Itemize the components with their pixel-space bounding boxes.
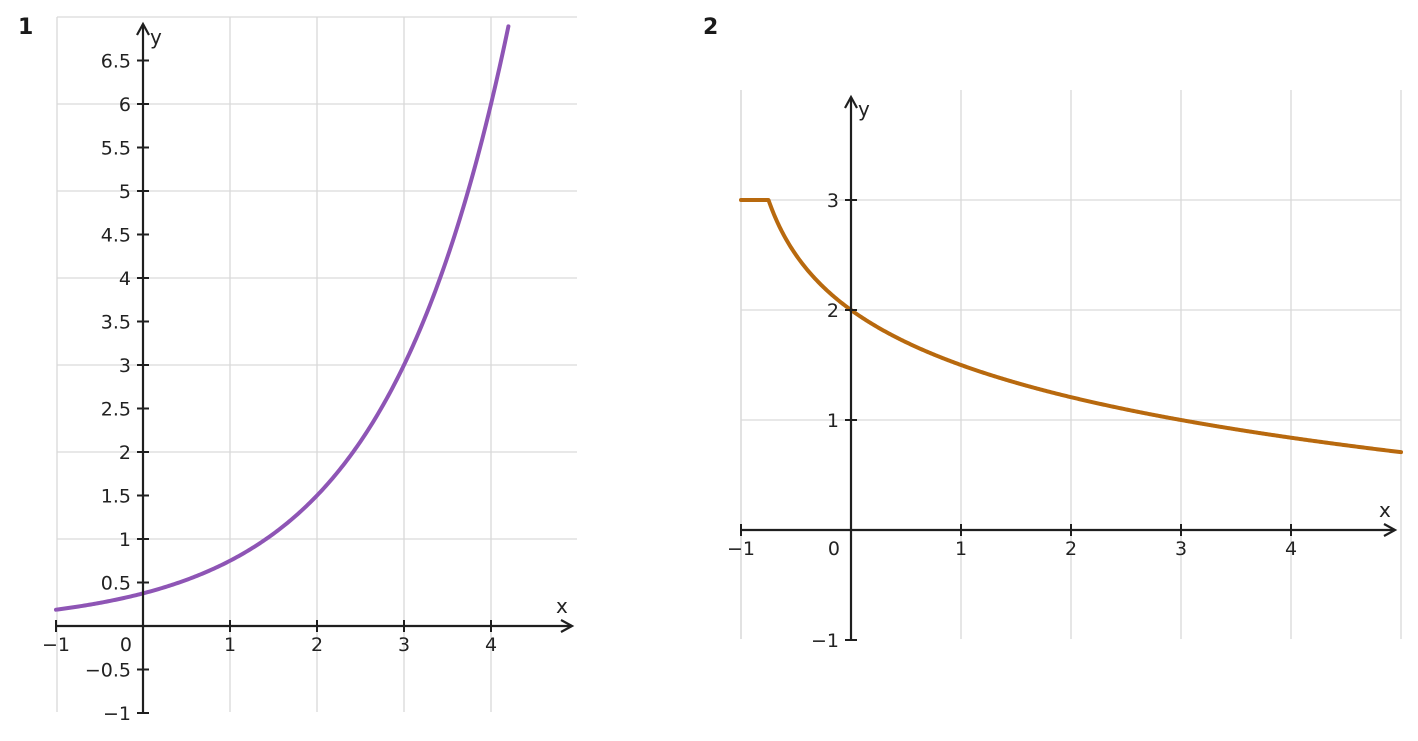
- x-tick-label: 2: [311, 634, 323, 656]
- y-tick-label: 1: [827, 410, 839, 432]
- y-tick-label: 6.5: [101, 51, 131, 73]
- y-tick-label: 4.5: [101, 225, 131, 247]
- y-tick-label: −0.5: [85, 660, 131, 682]
- x-axis-label: x: [1379, 498, 1391, 522]
- y-tick-label: 3: [827, 190, 839, 212]
- x-tick-label: −1: [42, 634, 70, 656]
- x-tick-label: 2: [1065, 538, 1077, 560]
- origin-label: 0: [120, 634, 132, 656]
- x-tick-label: 4: [485, 634, 497, 656]
- y-tick-label: −1: [103, 703, 131, 725]
- chart-panel-1: 1 x y −1 1 2 3 4 0 −1 −0.5 0.5 1 1.5 2 2.5 3 3.5 4 4.5 5 5.5 6…: [18, 15, 577, 725]
- x-axis-arrow: [1383, 523, 1398, 537]
- x-tick-label: 3: [398, 634, 410, 656]
- chart-panel-2: 2 x y −1 1 2 3 4 0 −1 1 2 3: [703, 15, 1403, 652]
- y-axis-arrow: [136, 21, 150, 36]
- series-line: [54, 24, 511, 612]
- x-axis-label: x: [556, 594, 568, 618]
- origin-label: 0: [828, 538, 840, 560]
- y-tick-label: 2: [119, 442, 131, 464]
- y-axis-label: y: [858, 97, 870, 121]
- x-tick-label: 4: [1285, 538, 1297, 560]
- x-tick-label: 1: [224, 634, 236, 656]
- x-axis-arrow: [560, 619, 575, 633]
- y-tick-label: 2.5: [101, 399, 131, 421]
- y-tick-label: 5.5: [101, 138, 131, 160]
- x-tick-label: −1: [727, 538, 755, 560]
- y-axis-label: y: [150, 25, 162, 49]
- y-tick-label: 4: [119, 268, 131, 290]
- y-tick-label: 0.5: [101, 573, 131, 595]
- y-tick-label: 3.5: [101, 312, 131, 334]
- y-tick-label: 5: [119, 181, 131, 203]
- y-tick-label: 6: [119, 94, 131, 116]
- panel-number: 2: [703, 15, 718, 40]
- x-tick-label: 3: [1175, 538, 1187, 560]
- x-tick-label: 1: [955, 538, 967, 560]
- y-tick-label: 1.5: [101, 486, 131, 508]
- y-tick-label: 1: [119, 529, 131, 551]
- y-tick-label: 2: [827, 300, 839, 322]
- panel-number: 1: [18, 15, 33, 40]
- y-tick-label: 3: [119, 355, 131, 377]
- y-axis-arrow: [844, 94, 858, 109]
- y-tick-label: −1: [811, 630, 839, 652]
